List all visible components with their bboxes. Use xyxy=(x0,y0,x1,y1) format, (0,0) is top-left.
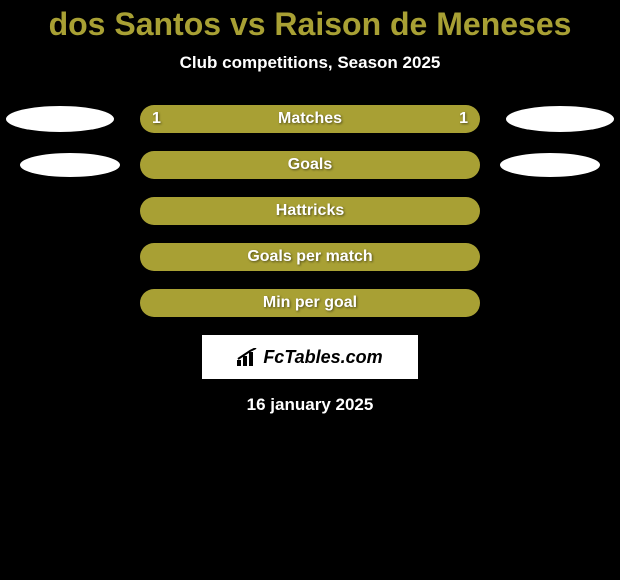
ellipse-left xyxy=(20,153,120,177)
subtitle: Club competitions, Season 2025 xyxy=(0,53,620,73)
stat-row-goals: Goals xyxy=(0,151,620,179)
brand-name: FcTables.com xyxy=(263,347,382,368)
stat-label: Hattricks xyxy=(276,202,344,220)
brand-logo-text: FcTables.com xyxy=(237,347,382,368)
date-text: 16 january 2025 xyxy=(0,395,620,415)
brand-logo: FcTables.com xyxy=(202,335,418,379)
stat-bar: Goals xyxy=(140,151,480,179)
stat-row-hattricks: Hattricks xyxy=(0,197,620,225)
stat-bar: Goals per match xyxy=(140,243,480,271)
ellipse-left xyxy=(6,106,114,132)
stat-label: Matches xyxy=(278,110,342,128)
stat-row-min-per-goal: Min per goal xyxy=(0,289,620,317)
stat-bar: Hattricks xyxy=(140,197,480,225)
ellipse-right xyxy=(500,153,600,177)
stat-label: Min per goal xyxy=(263,294,357,312)
page-title: dos Santos vs Raison de Meneses xyxy=(0,0,620,43)
chart-icon xyxy=(237,348,259,366)
stat-bar: 1 Matches 1 xyxy=(140,105,480,133)
ellipse-right xyxy=(506,106,614,132)
stat-label: Goals xyxy=(288,156,332,174)
stat-row-matches: 1 Matches 1 xyxy=(0,105,620,133)
stat-bar: Min per goal xyxy=(140,289,480,317)
stat-value-left: 1 xyxy=(152,110,161,128)
stat-value-right: 1 xyxy=(459,110,468,128)
stat-row-goals-per-match: Goals per match xyxy=(0,243,620,271)
stat-label: Goals per match xyxy=(247,248,372,266)
stats-container: 1 Matches 1 Goals Hattricks Goals per ma… xyxy=(0,105,620,317)
